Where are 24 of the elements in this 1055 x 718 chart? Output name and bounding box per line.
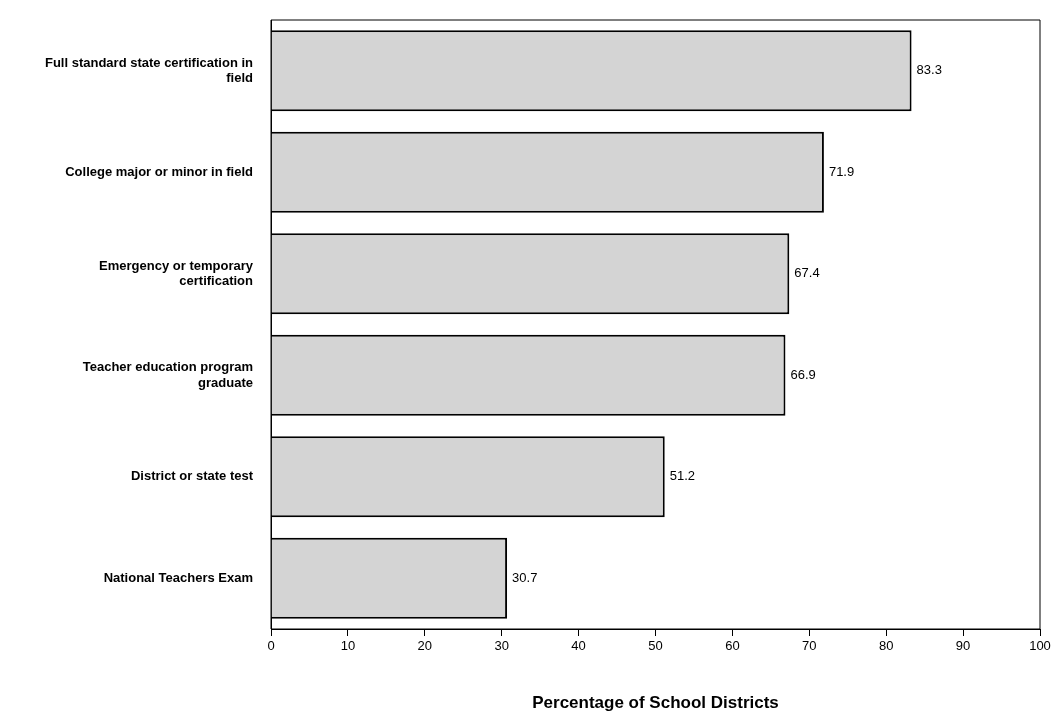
y-tick-label: District or state test	[130, 468, 254, 484]
x-tick-label: 30	[494, 638, 509, 654]
data-label: 83.3	[916, 62, 942, 78]
x-tick-label: 60	[725, 638, 740, 654]
x-tick-label: 70	[802, 638, 817, 654]
data-label: 30.7	[512, 569, 538, 585]
data-label: 51.2	[669, 468, 696, 484]
y-tick-label: National Teachers Exam	[103, 569, 253, 585]
x-tick-label: 10	[340, 638, 356, 654]
x-tick-label: 0	[267, 638, 275, 654]
x-tick-label: 100	[1029, 638, 1051, 654]
data-label: 67.4	[794, 265, 820, 281]
y-tick-label: College major or minor in field	[65, 163, 254, 179]
x-tick-label: 40	[571, 638, 586, 654]
y-tick-label: Emergency or temporary certification	[99, 257, 254, 289]
x-tick-label: 20	[417, 638, 433, 654]
y-tick-label: Full standard state certification in field	[44, 54, 254, 86]
data-label: 71.9	[828, 163, 855, 179]
x-tick-label: 90	[955, 638, 971, 654]
x-axis-title: Percentage of School Districts	[532, 693, 779, 713]
x-tick-label: 50	[648, 638, 663, 654]
x-tick-label: 80	[878, 638, 894, 654]
data-label: 66.9	[790, 366, 816, 382]
y-tick-label: Teacher education program graduate	[82, 359, 253, 390]
